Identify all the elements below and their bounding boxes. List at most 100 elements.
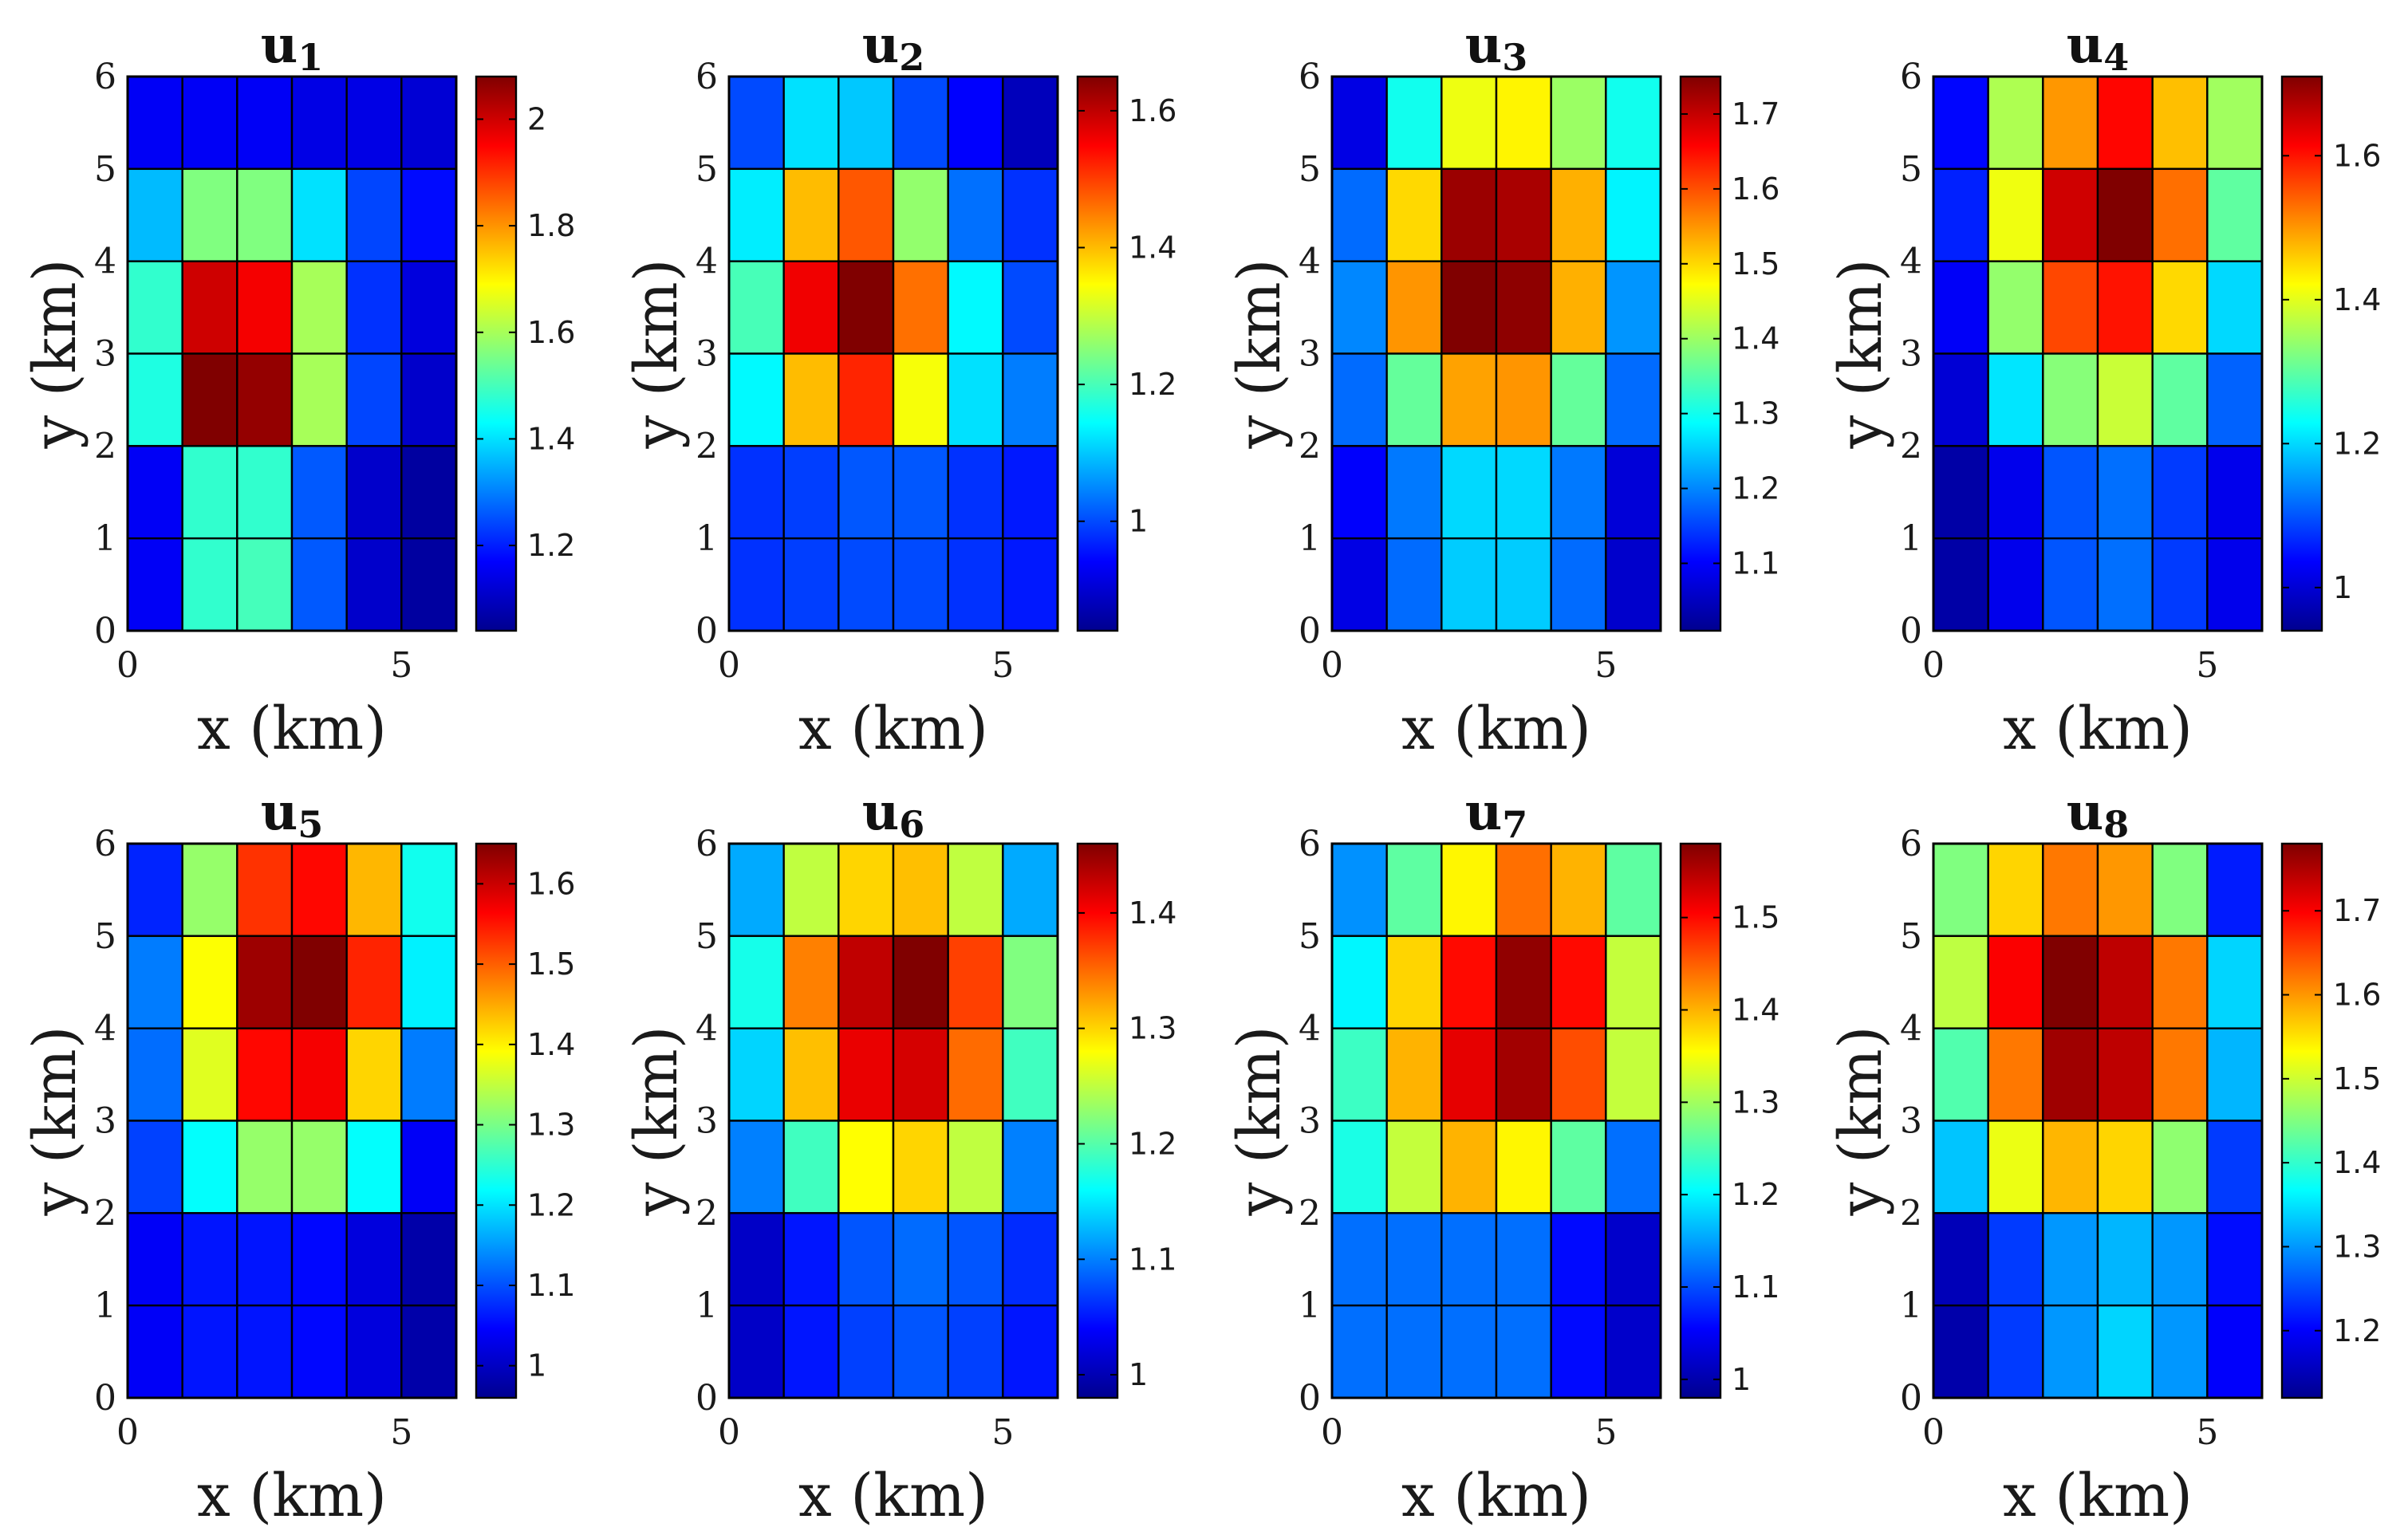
colorbar-tick-label: 1 <box>527 1348 546 1383</box>
heatmap-cell <box>236 1120 294 1214</box>
panel-title-subscript: 6 <box>899 803 924 846</box>
panel-title-symbol: u <box>261 782 298 842</box>
plot-frame <box>1330 75 1662 632</box>
heatmap-cell <box>1605 1027 1662 1122</box>
y-tick-label: 6 <box>696 57 718 97</box>
heatmap-cell <box>345 537 403 632</box>
y-tick-label: 0 <box>696 1378 718 1419</box>
heatmap-cell <box>236 352 294 447</box>
heatmap-cell <box>2206 537 2264 632</box>
heatmap-cell <box>345 1212 403 1307</box>
heatmap-cell <box>345 445 403 540</box>
heatmap-cell <box>1385 935 1443 1029</box>
y-tick-label: 6 <box>94 824 116 864</box>
x-tick-label: 0 <box>718 1412 740 1453</box>
panel-title: u5 <box>261 782 324 846</box>
heatmap-cell <box>1385 167 1443 262</box>
heatmap-cell <box>1330 167 1388 262</box>
panel-title: u4 <box>2067 15 2130 79</box>
heatmap-cell <box>837 1027 895 1122</box>
x-tick-label: 5 <box>991 645 1014 686</box>
heatmap-cell <box>782 935 840 1029</box>
heatmap-cell <box>947 537 1004 632</box>
heatmap-cell <box>1605 352 1662 447</box>
y-tick-label: 0 <box>696 611 718 651</box>
colorbar-tick-label: 1.2 <box>2333 1313 2381 1348</box>
x-axis-label: x (km) <box>2003 1462 2193 1530</box>
heatmap-cell <box>2206 842 2264 938</box>
heatmap-cell <box>1385 537 1443 632</box>
heatmap-cell <box>947 260 1004 355</box>
heatmap-cell <box>290 352 348 447</box>
heatmap-cell <box>947 1027 1004 1122</box>
heatmap-cell <box>290 445 348 540</box>
heatmap-cell <box>2096 935 2154 1029</box>
heatmap-cell <box>727 1212 785 1307</box>
heatmap-cell <box>126 445 183 540</box>
heatmap-cell <box>400 842 458 938</box>
colorbar-tick-label: 1 <box>1732 1362 1751 1397</box>
heatmap-cell <box>2151 260 2209 355</box>
heatmap-cell <box>1987 1120 2044 1214</box>
y-tick-label: 2 <box>1299 426 1321 466</box>
heatmap-cell <box>892 260 949 355</box>
heatmap-cell <box>1002 1120 1059 1214</box>
heatmap-cell <box>2096 75 2154 171</box>
heatmap-cell <box>236 935 294 1029</box>
y-tick-label: 5 <box>94 916 116 957</box>
heatmap-cell <box>236 1304 294 1399</box>
heatmap-cell <box>400 1212 458 1307</box>
heatmap-cell <box>1932 935 1989 1029</box>
y-tick-label: 5 <box>1900 149 1922 190</box>
heatmap-cell <box>1550 537 1607 632</box>
heatmap-cell <box>2151 445 2209 540</box>
heatmap-cell <box>782 445 840 540</box>
y-tick-label: 6 <box>1299 824 1321 864</box>
heatmap-cell <box>1385 1304 1443 1399</box>
y-tick-label: 0 <box>1299 611 1321 651</box>
heatmap-cell <box>345 1120 403 1214</box>
heatmap-cell <box>2151 1304 2209 1399</box>
heatmap-cell <box>1550 1212 1607 1307</box>
x-tick-label: 5 <box>2196 645 2218 686</box>
heatmap-cell <box>892 167 949 262</box>
heatmap-cell <box>1987 1027 2044 1122</box>
heatmap-cell <box>947 935 1004 1029</box>
y-tick-label: 2 <box>696 426 718 466</box>
heatmap-cell <box>1550 842 1607 938</box>
heatmap-cell <box>1385 75 1443 171</box>
heatmap-cell <box>1495 1304 1552 1399</box>
plot-frame <box>1932 842 2264 1399</box>
heatmap-cell <box>837 1120 895 1214</box>
heatmap-cell <box>2206 1212 2264 1307</box>
plot-frame <box>126 75 458 632</box>
y-tick-label: 4 <box>696 242 718 282</box>
heatmap-cell <box>345 352 403 447</box>
heatmap-cell <box>345 167 403 262</box>
heatmap-cell <box>126 75 183 171</box>
colorbar-tick-label: 1.1 <box>1129 1242 1176 1277</box>
heatmap-cell <box>1932 167 1989 262</box>
heatmap-cell <box>947 1304 1004 1399</box>
heatmap-cell <box>126 1120 183 1214</box>
heatmap-cell <box>345 75 403 171</box>
x-axis-label: x (km) <box>197 1462 387 1530</box>
heatmap-cell <box>181 1027 238 1122</box>
heatmap-cell <box>1440 1027 1498 1122</box>
panel-title: u7 <box>1465 782 1528 846</box>
y-tick-label: 1 <box>696 518 718 559</box>
heatmap-cell <box>1495 167 1552 262</box>
heatmap-cell <box>1385 445 1443 540</box>
panel-title-symbol: u <box>1465 15 1503 75</box>
colorbar-tick-label: 1.5 <box>527 947 575 982</box>
heatmap-cell <box>892 445 949 540</box>
heatmap-cell <box>126 1212 183 1307</box>
colorbar-tick-label: 1.4 <box>1129 230 1176 266</box>
colorbar-tick-label: 1.2 <box>2333 426 2381 461</box>
heatmap-cell <box>2151 1212 2209 1307</box>
heatmap-cell <box>1605 445 1662 540</box>
heatmap-cell <box>2042 537 2099 632</box>
heatmap-cell <box>181 842 238 938</box>
